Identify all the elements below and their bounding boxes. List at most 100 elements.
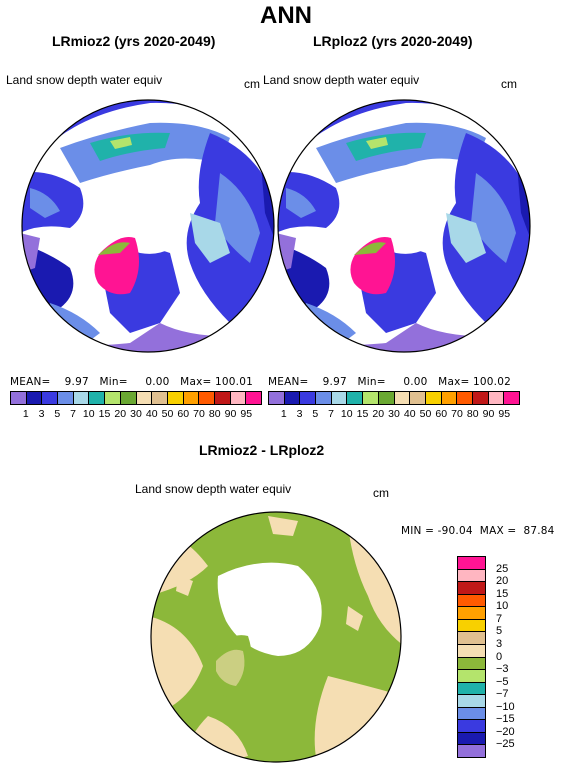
colorbar-tick-label: 70 [451,408,463,420]
colorbar-tick-label: 50 [419,408,432,420]
panel1-field-label: Land snow depth water equiv [6,73,163,87]
colorbar-tick-label: 90 [482,408,495,420]
colorbar-cell [11,392,27,404]
colorbar-cell [167,392,184,404]
colorbar-tick-label: 60 [435,408,448,420]
colorbar-cell [152,392,168,404]
colorbar-tick-label: 15 [98,408,111,420]
panel1-colorbar: 1 3 5 7 10 15 20 30 40 50 60 70 80 90 95 [10,391,262,422]
panel2-title: LRploz2 (yrs 2020-2049) [313,33,473,49]
panel1-stats: MEAN= 9.97 Min= 0.00 Max= 100.01 [10,376,253,388]
colorbar-cell [363,392,379,404]
colorbar-cell [136,392,153,404]
colorbar-cell [58,392,74,404]
colorbar-cell [300,392,317,404]
panel1-title: LRmioz2 (yrs 2020-2049) [52,33,216,49]
panel3-colorbar: 25 20 15 10 7 5 3 0 −3 −5 −7 −10 −15 −20 −25 [457,556,537,766]
colorbar-tick-label: 7 [496,612,503,625]
colorbar-cell [199,392,215,404]
panel3-map [150,511,402,763]
colorbar-tick-label: 30 [388,408,400,420]
colorbar-cell [316,392,332,404]
panel3-units: cm [373,486,389,500]
panel1-units: cm [244,77,260,91]
colorbar-cell [120,392,137,404]
panel2-map [277,99,531,353]
figure-title: ANN [260,2,312,29]
panel3-field-label: Land snow depth water equiv [135,482,292,496]
colorbar-tick-label: 5 [312,408,319,420]
colorbar-cell [378,392,395,404]
panel1-map [21,99,275,353]
colorbar-cell [457,392,473,404]
colorbar-tick-label: 1 [22,408,29,420]
colorbar-cell [246,392,261,404]
colorbar-cell [183,392,200,404]
panel2-colorbar-labels: 1 3 5 7 10 15 20 30 40 50 60 70 80 90 95 [268,408,520,422]
colorbar-tick-label: 20 [372,408,385,420]
colorbar-cell [105,392,121,404]
colorbar-tick-label: 95 [240,408,253,420]
colorbar-cell [269,392,285,404]
colorbar-tick-label: −25 [496,738,515,751]
panel3-stats: MIN = -90.04 MAX = 87.84 [401,525,555,537]
colorbar-cell [42,392,59,404]
colorbar-cell [214,392,231,404]
colorbar-tick-label: 1 [280,408,287,420]
colorbar-tick-label: 10 [496,600,509,613]
colorbar-cell [89,392,106,404]
colorbar-tick-label: −5 [496,675,509,688]
colorbar-cell [347,392,364,404]
colorbar-tick-label: 3 [38,408,45,420]
colorbar-cell [73,392,90,404]
colorbar-tick-label: 25 [496,562,509,575]
colorbar-tick-label: 3 [296,408,303,420]
colorbar-tick-label: 7 [70,408,76,420]
colorbar-cell [331,392,348,404]
colorbar-cell [425,392,442,404]
colorbar-tick-label: 20 [114,408,127,420]
colorbar-cell [394,392,411,404]
colorbar-cell [504,392,519,404]
colorbar-tick-label: 7 [328,408,334,420]
colorbar-tick-label: −15 [496,713,515,726]
colorbar-tick-label: 10 [82,408,95,420]
colorbar-tick-label: 50 [161,408,174,420]
colorbar-tick-label: 60 [177,408,190,420]
colorbar-cell [472,392,489,404]
colorbar-tick-label: 80 [466,408,479,420]
colorbar-tick-label: 70 [193,408,205,420]
colorbar-tick-label: 15 [356,408,369,420]
colorbar-cell [457,744,486,758]
colorbar-cell [441,392,458,404]
colorbar-tick-label: 10 [340,408,353,420]
colorbar-cell [488,392,505,404]
colorbar-tick-label: 5 [54,408,61,420]
panel2-field-label: Land snow depth water equiv [263,73,420,87]
colorbar-cell [410,392,426,404]
panel2-colorbar-cells [268,391,520,405]
colorbar-tick-label: 80 [208,408,221,420]
colorbar-tick-label: 95 [498,408,511,420]
colorbar-tick-label: 40 [403,408,416,420]
panel1-colorbar-cells [10,391,262,405]
colorbar-tick-label: 3 [496,637,503,650]
colorbar-cell [230,392,247,404]
panel3-title: LRmioz2 - LRploz2 [199,442,325,458]
colorbar-tick-label: 90 [224,408,237,420]
colorbar-tick-label: −7 [496,688,509,701]
colorbar-tick-label: 40 [145,408,158,420]
colorbar-tick-label: −20 [496,725,515,738]
panel2-colorbar: 1 3 5 7 10 15 20 30 40 50 60 70 80 90 95 [268,391,520,422]
colorbar-cell [26,392,43,404]
colorbar-cell [284,392,301,404]
colorbar-tick-label: −3 [496,663,509,676]
panel3-colorbar-labels: 25 20 15 10 7 5 3 0 −3 −5 −7 −10 −15 −20 −25 [457,556,537,757]
panel2-units: cm [501,77,517,91]
colorbar-tick-label: 30 [130,408,142,420]
colorbar-tick-label: −10 [496,700,515,713]
panel3-colorbar-cells [457,556,487,758]
panel1-colorbar-labels: 1 3 5 7 10 15 20 30 40 50 60 70 80 90 95 [10,408,262,422]
panel2-stats: MEAN= 9.97 Min= 0.00 Max= 100.02 [268,376,511,388]
colorbar-tick-label: 15 [496,587,509,600]
